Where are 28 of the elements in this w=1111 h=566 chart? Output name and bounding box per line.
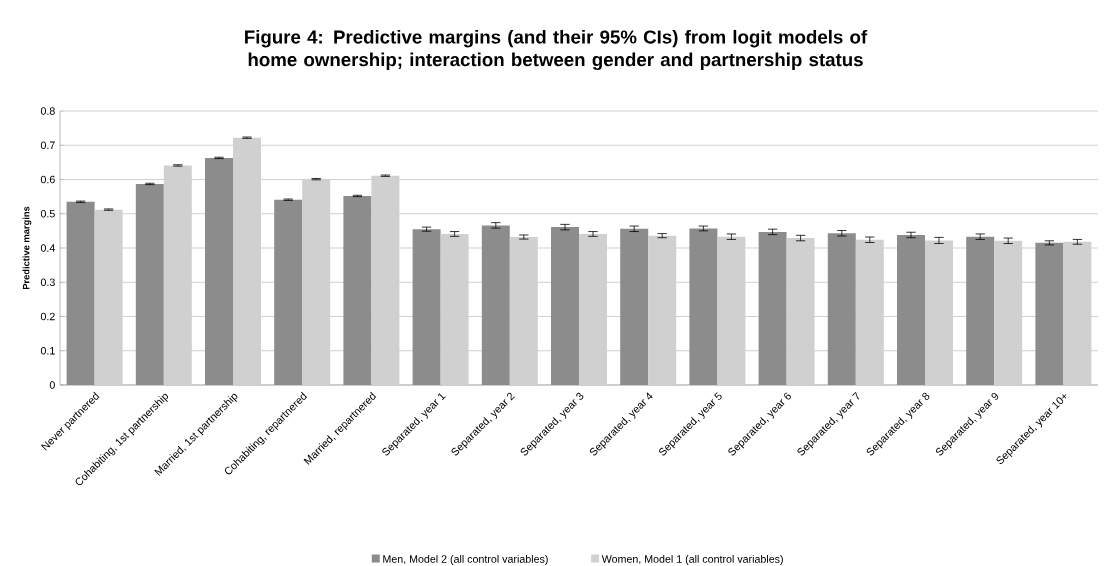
bar [579,233,607,385]
bar [855,239,884,385]
bar [717,236,746,385]
y-tick-label: 0.8 [40,107,55,115]
y-axis-title: Predictive margins [22,206,32,290]
bar [509,237,538,385]
y-tick-label: 0.7 [40,141,55,150]
y-tick-label: 0.4 [40,244,55,252]
chart-title: Figure 4: Predictive margins (and their 95% CIs) from logit models of home ownership; interaction between gender and partnership status [245,29,868,71]
bar [163,165,192,385]
y-tick-label: 0.6 [40,175,55,184]
bar [925,240,953,385]
y-tick-label: 0.2 [40,312,55,321]
bar [648,235,677,385]
y-tick-label: 0.3 [40,278,55,287]
legend-label: Women, Model 1 (all control variables) [601,554,783,565]
bar [786,238,815,385]
bar [94,209,123,385]
y-tick-label: 0.1 [40,346,55,355]
bar [1063,241,1092,385]
bar [440,233,469,385]
bar [233,137,261,385]
y-tick-label: 0 [49,381,55,389]
legend-label: Men, Model 2 (all control variables) [383,554,548,565]
bar [371,175,400,385]
y-tick-label: 0.5 [40,209,55,218]
bar [302,179,331,385]
bar [994,240,1023,385]
